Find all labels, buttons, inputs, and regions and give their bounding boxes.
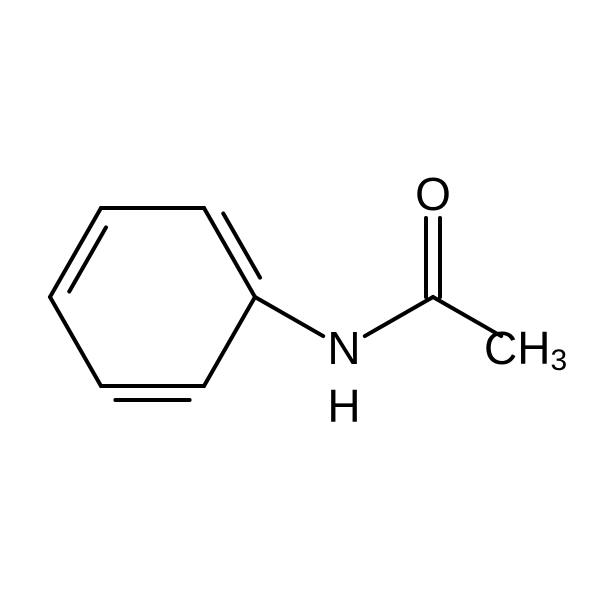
bond bbox=[69, 227, 106, 291]
atom-label-h: H bbox=[327, 380, 360, 432]
atom-label-c8: CH3 bbox=[484, 322, 567, 377]
atom-label-n: N bbox=[327, 322, 360, 374]
bond bbox=[204, 297, 255, 386]
bond bbox=[255, 297, 323, 336]
atom-label-o: O bbox=[415, 168, 451, 220]
molecule-diagram: NH O CH3 bbox=[0, 0, 600, 600]
bond bbox=[223, 213, 260, 277]
bond bbox=[365, 297, 433, 336]
bond bbox=[50, 297, 101, 386]
